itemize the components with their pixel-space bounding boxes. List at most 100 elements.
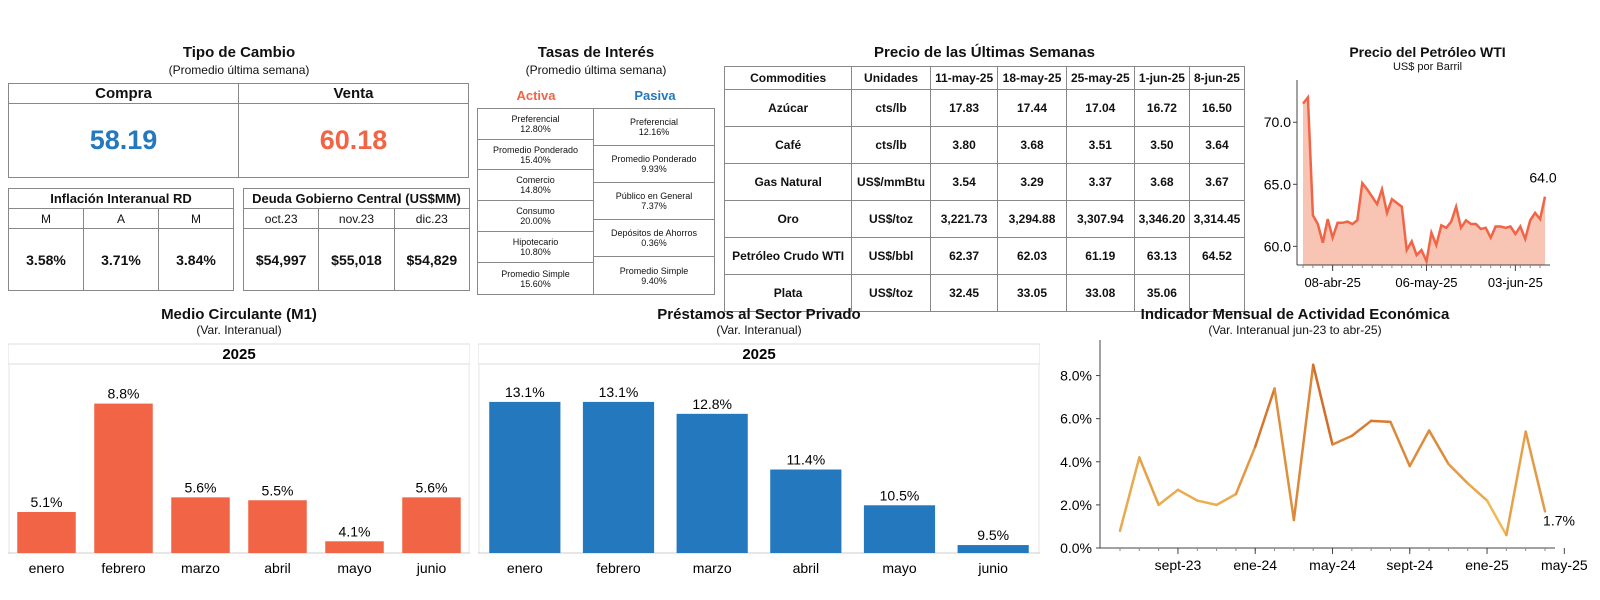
bar xyxy=(863,505,936,553)
commodity-price: 3.80 xyxy=(929,126,999,164)
active-rate-item: Hipotecario 10.80% xyxy=(477,231,594,263)
commodity-price: 3.68 xyxy=(1133,163,1190,201)
commodity-price: 62.37 xyxy=(929,237,999,275)
bar-value-label: 5.1% xyxy=(31,494,63,510)
imae-line-segment xyxy=(1234,445,1257,496)
rate-value: 20.00% xyxy=(520,216,551,226)
imae-line-segment xyxy=(1273,387,1296,522)
imae-line-segment xyxy=(1215,492,1238,507)
bar-value-label: 5.6% xyxy=(416,479,448,495)
passive-rates-header: Pasiva xyxy=(634,88,676,103)
commodity-name: Plata xyxy=(723,274,853,312)
oil-line xyxy=(1302,93,1547,266)
table-row: Oro US$/toz 3,221.73 3,294.88 3,307.94 3,34… xyxy=(723,200,1246,238)
active-rate-item: Comercio 14.80% xyxy=(477,169,594,201)
imae-line-segment xyxy=(1292,363,1315,522)
imae-line-segment xyxy=(1505,430,1527,537)
commodity-price: 3.51 xyxy=(1065,126,1135,164)
bar-chart-year-header xyxy=(8,343,470,365)
imae-x-tick-label: sept-24 xyxy=(1386,557,1433,573)
bar-value-label: 11.4% xyxy=(786,452,825,468)
commodity-name: Gas Natural xyxy=(723,163,853,201)
table-row: Café cts/lb 3.80 3.68 3.51 3.50 3.64 xyxy=(723,126,1246,164)
bar-chart-year-label: 2025 xyxy=(742,346,775,363)
commodity-price: 3.68 xyxy=(997,126,1067,164)
commodity-price: 64.52 xyxy=(1188,237,1246,275)
imae-y-tick-label: 2.0% xyxy=(1060,497,1092,513)
active-rate-item: Promedio Simple 15.60% xyxy=(477,262,594,295)
rate-label: Preferencial xyxy=(511,114,560,124)
imae-line-segment xyxy=(1138,456,1160,507)
imae-line-segment xyxy=(1466,482,1489,502)
commodity-price: 33.08 xyxy=(1065,274,1135,312)
commodity-price: 3,346.20 xyxy=(1133,200,1190,238)
bar xyxy=(770,469,842,553)
bar-category-label: febrero xyxy=(596,560,641,576)
buy-header: Compra xyxy=(8,83,239,104)
imae-y-tick-label: 0.0% xyxy=(1060,540,1092,556)
commodity-unit: US$/toz xyxy=(851,274,931,312)
passive-rate-item: Público en General 7.37% xyxy=(593,182,715,220)
bar-category-label: junio xyxy=(416,560,447,576)
oil-x-tick-label: 08-abr-25 xyxy=(1304,275,1360,290)
sell-value: 60.18 xyxy=(238,103,469,178)
bar-value-label: 5.5% xyxy=(262,482,294,498)
imae-x-tick-label: ene-24 xyxy=(1233,557,1277,573)
bar xyxy=(402,497,461,553)
commodities-header: Commodities xyxy=(723,66,853,90)
imae-last-value-label: 1.7% xyxy=(1543,512,1575,528)
bar-value-label: 10.5% xyxy=(880,487,920,503)
exchange-title: Tipo de Cambio xyxy=(182,44,296,61)
commodities-header: 1-jun-25 xyxy=(1133,66,1190,90)
imae-chart-subtitle: (Var. Interanual jun-23 to abr-25) xyxy=(1208,323,1382,337)
imae-line-segment xyxy=(1369,419,1392,424)
imae-line-segment xyxy=(1176,488,1199,502)
commodity-price: 3.37 xyxy=(1065,163,1135,201)
commodity-price: 3.67 xyxy=(1188,163,1246,201)
bar-chart-year-label: 2025 xyxy=(222,346,255,363)
commodities-header: 18-may-25 xyxy=(997,66,1067,90)
active-rate-item: Consumo 20.00% xyxy=(477,200,594,232)
commodities-header: 11-may-25 xyxy=(929,66,999,90)
rate-value: 15.40% xyxy=(520,154,551,165)
debt-title: Deuda Gobierno Central (US$MM) xyxy=(243,188,470,209)
bar xyxy=(17,511,76,553)
active-rate-item: Preferencial 12.80% xyxy=(477,108,594,140)
bar-value-label: 12.8% xyxy=(692,396,732,412)
rate-label: Promedio Ponderado xyxy=(492,144,579,155)
bar-value-label: 4.1% xyxy=(339,523,371,539)
oil-y-tick-label: 65.0 xyxy=(1264,176,1291,192)
bar xyxy=(957,545,1029,553)
loans-chart-subtitle: (Var. Interanual) xyxy=(716,323,802,337)
inflation-header: A xyxy=(82,208,159,229)
debt-value: $54,997 xyxy=(242,228,320,291)
commodities-header: Unidades xyxy=(851,66,931,90)
bar-category-label: enero xyxy=(507,560,543,576)
commodity-price: 33.05 xyxy=(997,274,1067,312)
bar-value-label: 13.1% xyxy=(505,384,545,400)
imae-line-chart: 0.0% 2.0% 4.0% 6.0% 8.0% sept-23 ene-24 may-24 s… xyxy=(1060,340,1588,573)
commodities-header: 25-may-25 xyxy=(1065,66,1135,90)
commodity-price: 3,221.73 xyxy=(929,200,999,238)
debt-header: nov.23 xyxy=(318,208,395,229)
inflation-header: M xyxy=(8,208,84,229)
commodity-name: Azúcar xyxy=(723,89,853,127)
imae-y-tick-label: 6.0% xyxy=(1060,411,1092,427)
debt-header: oct.23 xyxy=(242,208,320,229)
table-row: Azúcar cts/lb 17.83 17.44 17.04 16.72 16.50 xyxy=(723,89,1246,127)
rate-label: Promedio Ponderado xyxy=(611,154,697,164)
commodity-price: 17.83 xyxy=(929,89,999,127)
bar xyxy=(248,500,307,553)
rate-value: 9.40% xyxy=(641,275,667,286)
m1-bar-chart: 2025 5.1% enero 8.8% febrero 5.6% marzo 5.5% abr… xyxy=(8,343,470,576)
bar-category-label: mayo xyxy=(337,560,371,576)
table-row: Petróleo Crudo WTI US$/bbl 62.37 62.03 61.… xyxy=(723,237,1246,275)
oil-x-tick-label: 06-may-25 xyxy=(1395,275,1457,290)
passive-rate-item: Preferencial 12.16% xyxy=(593,108,715,146)
oil-price-chart: 60.0 65.0 70.0 08-abr-25 06-may-25 03-jun-25 6… xyxy=(1264,80,1557,290)
commodities-header: 8-jun-25 xyxy=(1188,66,1246,90)
rate-value: 0.36% xyxy=(641,238,667,248)
passive-rate-item: Promedio Ponderado 9.93% xyxy=(593,145,715,183)
inflation-header: M xyxy=(157,208,235,229)
rate-label: Promedio Simple xyxy=(501,268,570,279)
